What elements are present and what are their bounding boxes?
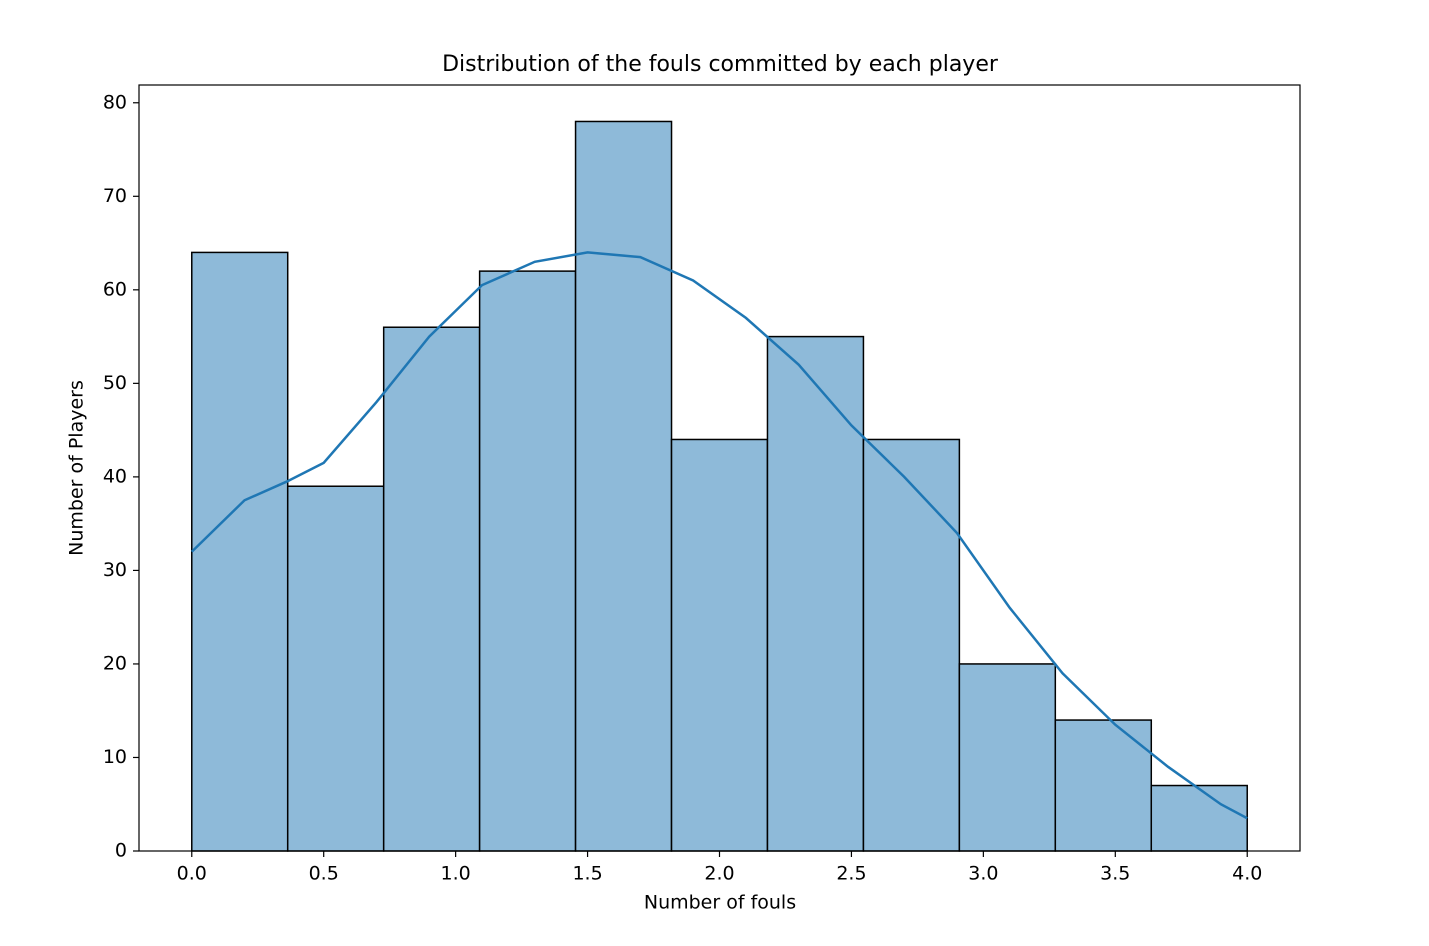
chart-title: Distribution of the fouls committed by e…	[442, 52, 999, 77]
y-tick-label: 10	[103, 746, 127, 768]
bar	[382, 326, 481, 852]
bar	[862, 438, 961, 852]
bar	[1054, 719, 1153, 852]
x-tick-label: 0.5	[309, 863, 339, 885]
bar	[574, 120, 673, 852]
y-tick-label: 70	[103, 185, 127, 207]
y-tick-label: 80	[103, 91, 127, 113]
x-tick-label: 2.0	[704, 863, 734, 885]
y-axis-label: Number of Players	[66, 380, 88, 556]
y-tick-label: 60	[103, 278, 127, 300]
y-tick-label: 20	[103, 652, 127, 674]
y-tick-label: 50	[103, 372, 127, 394]
x-tick-label: 1.0	[441, 863, 471, 885]
bar	[1150, 784, 1248, 852]
y-tick-label: 30	[103, 559, 127, 581]
x-tick-label: 3.5	[1100, 863, 1130, 885]
bar	[478, 270, 577, 852]
bar	[286, 485, 385, 852]
bar	[670, 438, 769, 852]
bar	[766, 335, 865, 852]
bar	[958, 663, 1057, 852]
x-tick-label: 2.5	[836, 863, 866, 885]
x-tick-label: 1.5	[572, 863, 602, 885]
y-tick-label: 0	[115, 840, 127, 862]
kde-line	[190, 251, 1248, 820]
bar	[191, 251, 289, 852]
x-axis-label: Number of fouls	[644, 892, 796, 914]
x-tick-label: 4.0	[1232, 863, 1262, 885]
x-tick-label: 0.0	[177, 863, 207, 885]
x-tick-label: 3.0	[968, 863, 998, 885]
y-tick-label: 40	[103, 465, 127, 487]
